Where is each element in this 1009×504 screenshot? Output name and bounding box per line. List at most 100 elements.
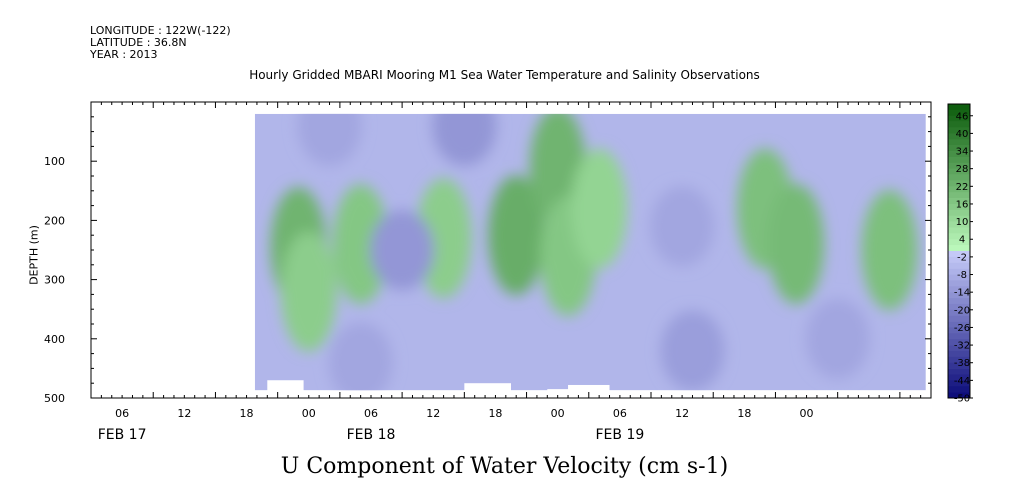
colorbar-label: 40	[956, 129, 969, 140]
x-tick-label: 06	[115, 407, 129, 420]
missing-data-gap	[568, 384, 610, 398]
x-tick-label: 12	[177, 407, 191, 420]
colorbar-swatch	[948, 168, 970, 175]
field-feature	[861, 190, 918, 310]
field-feature	[297, 113, 362, 166]
field-feature	[280, 231, 337, 352]
longitude-label: LONGITUDE : 122W(-122)	[90, 24, 231, 37]
date-label: FEB 19	[595, 427, 644, 443]
colorbar-swatch	[948, 180, 970, 187]
field-feature	[488, 175, 545, 296]
colorbar-swatch	[948, 162, 970, 169]
date-label: FEB 17	[98, 427, 147, 443]
colorbar-label: -32	[954, 341, 970, 352]
colorbar-swatch	[948, 303, 970, 311]
y-tick-label: 200	[44, 214, 65, 227]
year-label: YEAR : 2013	[90, 48, 158, 61]
colorbar-swatch	[948, 298, 970, 305]
colorbar-swatch	[948, 245, 970, 252]
colorbar-swatch	[948, 268, 970, 275]
colorbar-swatch	[948, 256, 970, 264]
field-feature	[328, 322, 393, 391]
colorbar-swatch	[948, 192, 970, 199]
colorbar-label: -38	[954, 358, 970, 369]
y-tick-label: 300	[44, 274, 65, 287]
colorbar-label: 16	[956, 199, 969, 210]
colorbar-swatch	[948, 274, 970, 281]
field-feature	[805, 298, 870, 379]
colorbar-swatch	[948, 286, 970, 293]
latitude-label: LATITUDE : 36.8N	[90, 36, 187, 49]
colorbar-swatch	[948, 203, 970, 211]
x-tick-label: 18	[737, 407, 751, 420]
colorbar-label: 46	[956, 111, 969, 122]
colorbar-label: -2	[957, 252, 967, 263]
colorbar-swatch	[948, 392, 970, 399]
missing-data-gaps	[267, 380, 610, 398]
colorbar-label: -8	[957, 270, 967, 281]
y-tick-label: 500	[44, 392, 65, 405]
colorbar-swatch	[948, 380, 970, 387]
colorbar-swatch	[948, 327, 970, 334]
colorbar-swatch	[948, 174, 970, 181]
y-tick-label: 100	[44, 155, 65, 168]
colorbar-swatch	[948, 221, 970, 228]
colorbar-swatch	[948, 198, 970, 205]
colorbar-swatch	[948, 233, 970, 240]
x-tick-label: 12	[426, 407, 440, 420]
colorbar-swatch	[948, 262, 970, 269]
x-tick-label: 18	[240, 407, 254, 420]
colorbar-swatch	[948, 280, 970, 287]
colorbar-swatch	[948, 368, 970, 375]
missing-data-gap	[267, 380, 304, 398]
field-feature	[571, 148, 628, 269]
x-tick-label: 00	[800, 407, 814, 420]
x-tick-label: 00	[302, 407, 316, 420]
colorbar: 46 40 34 28 22 16 10 4 -2 -8 -14 -20 -26 -32 -38 -44 -50	[947, 103, 973, 405]
colorbar-label: -50	[954, 394, 970, 405]
chart-title: Hourly Gridded MBARI Mooring M1 Sea Wate…	[249, 68, 760, 82]
colorbar-swatch	[948, 156, 970, 164]
field-feature	[660, 310, 725, 391]
x-tick-label: 06	[364, 407, 378, 420]
colorbar-swatch	[948, 356, 970, 364]
colorbar-swatch	[948, 133, 970, 140]
velocity-field	[254, 113, 926, 391]
missing-data-gap	[464, 383, 511, 398]
field-feature	[332, 184, 389, 305]
colorbar-label: -26	[954, 323, 970, 334]
colorbar-swatch	[948, 345, 970, 352]
x-tick-label: 18	[488, 407, 502, 420]
colorbar-swatch	[948, 350, 970, 358]
colorbar-label: 4	[959, 235, 965, 246]
field-feature	[432, 113, 497, 166]
colorbar-swatch	[948, 104, 970, 111]
colorbar-swatch	[948, 227, 970, 234]
colorbar-swatch	[948, 339, 970, 346]
axes: 06 12 18 00 06 12 18 00 06 12 18 00 FEB 17 FEB 18 FEB …	[44, 102, 932, 443]
x-tick-label: 00	[551, 407, 565, 420]
colorbar-swatch	[948, 251, 970, 258]
field-features	[270, 113, 918, 391]
colorbar-label: -44	[954, 376, 970, 387]
x-tick-label: 06	[613, 407, 627, 420]
colorbar-swatch	[948, 333, 970, 340]
colorbar-swatch	[948, 151, 970, 158]
x-axis-label: U Component of Water Velocity (cm s-1)	[280, 454, 729, 479]
colorbar-label: 22	[956, 182, 969, 193]
colorbar-swatch	[948, 215, 970, 222]
date-label: FEB 18	[347, 427, 396, 443]
colorbar-swatch	[948, 127, 970, 134]
colorbar-swatch	[948, 315, 970, 322]
colorbar-swatch	[948, 186, 970, 193]
colorbar-swatch	[948, 362, 970, 369]
colorbar-swatch	[948, 209, 970, 217]
colorbar-frame	[947, 103, 971, 399]
colorbar-label: 28	[956, 164, 969, 175]
colorbar-label: 34	[956, 147, 969, 158]
colorbar-swatch	[948, 109, 970, 117]
colorbar-swatch	[948, 309, 970, 316]
field-feature	[370, 210, 435, 290]
y-tick-label: 400	[44, 333, 65, 346]
